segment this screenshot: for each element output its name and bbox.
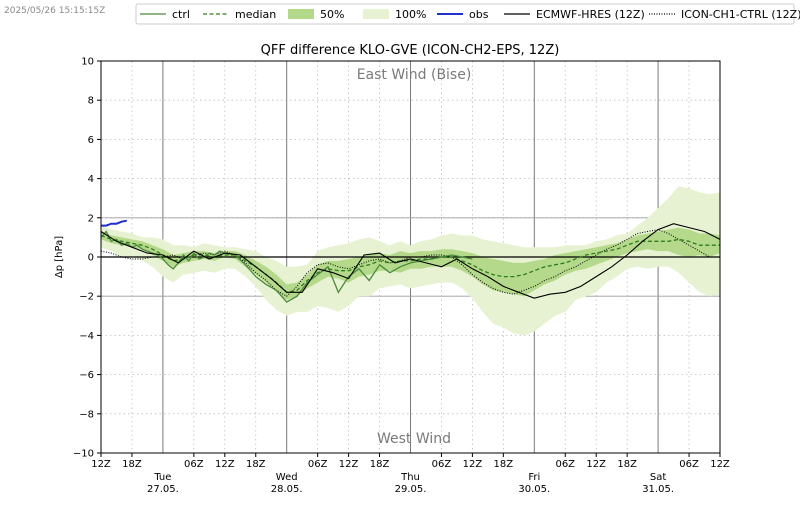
- legend: ctrl median 50% 100% obs ECMWF-HRES (12Z) ICON…: [135, 3, 800, 25]
- x-tick-label: 06Z: [555, 459, 575, 470]
- y-tick-label: 6: [88, 135, 94, 146]
- x-tick-label: 12Z: [339, 459, 359, 470]
- day-date-label: 28.05.: [271, 484, 303, 495]
- legend-label: ECMWF-HRES (12Z): [536, 8, 645, 21]
- x-tick-label: 18Z: [494, 459, 514, 470]
- day-date-label: 30.05.: [518, 484, 550, 495]
- legend-label: obs: [469, 8, 489, 21]
- annotation-east-wind: East Wind (Bise): [357, 67, 472, 83]
- timestamp: 2025/05/26 15:15:15Z: [4, 6, 106, 16]
- legend-swatch-100: [363, 9, 389, 19]
- axes: −10 −8 −6 −4 −2 0 2 4 6 8 10 12Z 18Z 06Z 12Z 18Z 06Z 12Z 1…: [73, 57, 730, 496]
- legend-label: ctrl: [172, 8, 190, 21]
- day-name-label: Tue: [153, 472, 171, 483]
- series-ecmwf-hres: [100, 223, 721, 299]
- x-tick-label: 18Z: [370, 459, 390, 470]
- x-tick-label: 06Z: [308, 459, 328, 470]
- x-tick-label: 18Z: [246, 459, 266, 470]
- legend-label: median: [235, 8, 276, 21]
- legend-label: 50%: [320, 8, 344, 21]
- x-tick-label: 12Z: [91, 459, 111, 470]
- x-tick-label: 18Z: [122, 459, 142, 470]
- x-tick-label: 12Z: [586, 459, 606, 470]
- legend-label: 100%: [395, 8, 426, 21]
- y-tick-label: 10: [81, 57, 94, 68]
- series-layer: [100, 186, 721, 336]
- x-tick-label: 06Z: [679, 459, 699, 470]
- y-tick-label: 8: [88, 96, 94, 107]
- day-date-label: 29.05.: [395, 484, 427, 495]
- series-obs: [101, 219, 127, 227]
- day-name-label: Fri: [528, 472, 540, 483]
- y-axis-label: Δp [hPa]: [54, 236, 65, 278]
- y-tick-label: −10: [73, 449, 94, 460]
- y-tick-label: −6: [79, 370, 94, 381]
- y-tick-label: 0: [88, 253, 94, 264]
- x-tick-label: 06Z: [432, 459, 452, 470]
- annotation-west-wind: West Wind: [377, 431, 451, 447]
- y-tick-label: −2: [79, 292, 94, 303]
- x-tick-label: 18Z: [617, 459, 637, 470]
- legend-label: ICON-CH1-CTRL (12Z): [681, 8, 800, 21]
- day-name-label: Wed: [276, 472, 298, 483]
- band-50-percent: [101, 227, 720, 301]
- day-date-label: 31.05.: [642, 484, 674, 495]
- legend-swatch-50: [288, 9, 314, 19]
- y-tick-label: −4: [79, 331, 94, 342]
- chart-title: QFF difference KLO-GVE (ICON-CH2-EPS, 12…: [261, 43, 560, 58]
- x-tick-label: 12Z: [215, 459, 235, 470]
- day-date-label: 27.05.: [147, 484, 179, 495]
- day-name-label: Sat: [650, 472, 666, 483]
- day-name-label: Thu: [400, 472, 420, 483]
- x-tick-label: 06Z: [184, 459, 204, 470]
- x-tick-label: 12Z: [710, 459, 730, 470]
- y-tick-label: 2: [88, 213, 94, 224]
- x-tick-label: 12Z: [463, 459, 483, 470]
- y-tick-label: 4: [88, 174, 94, 185]
- y-tick-label: −8: [79, 409, 94, 420]
